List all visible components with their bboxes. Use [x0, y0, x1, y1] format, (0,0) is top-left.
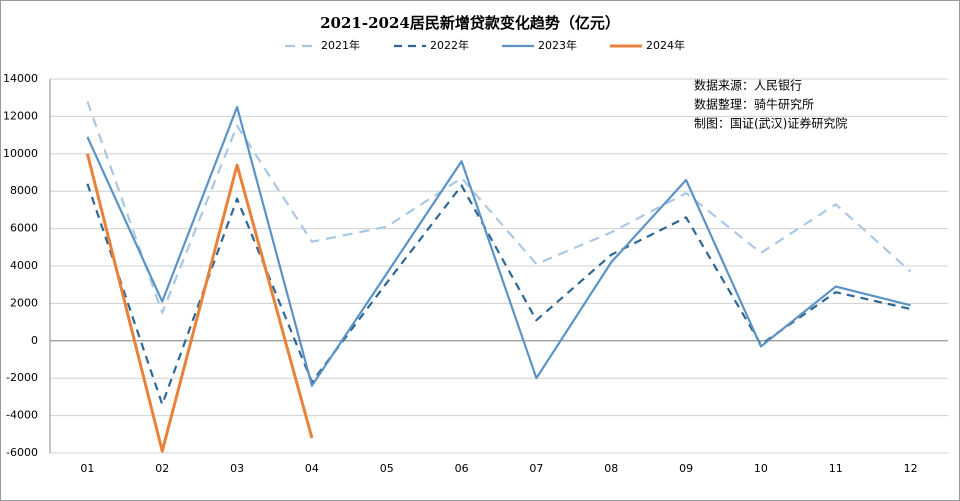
y-tick-label: 10000 — [3, 147, 38, 160]
x-tick-label: 07 — [529, 462, 543, 475]
annotation: 数据来源：人民银行 — [694, 78, 802, 93]
legend-label: 2022年 — [430, 38, 469, 52]
series-line — [86, 105, 911, 387]
y-tick-label: 4000 — [10, 259, 38, 272]
y-tick-label: -4000 — [6, 409, 38, 422]
y-tick-label: 14000 — [3, 72, 38, 85]
x-tick-label: 04 — [305, 462, 319, 475]
x-tick-label: 05 — [380, 462, 394, 475]
x-tick-label: 01 — [80, 462, 94, 475]
x-tick-label: 09 — [679, 462, 693, 475]
x-tick-label: 11 — [829, 462, 843, 475]
series-line — [86, 101, 912, 314]
y-tick-label: -6000 — [6, 446, 38, 459]
x-tick-label: 12 — [904, 462, 918, 475]
annotation: 制图：国证(武汉)证券研究院 — [694, 116, 847, 131]
y-tick-label: 0 — [31, 334, 38, 347]
chart-title: 2021-2024居民新增贷款变化趋势（亿元） — [320, 14, 620, 32]
legend-label: 2021年 — [321, 38, 360, 52]
y-tick-label: 8000 — [10, 184, 38, 197]
x-tick-label: 10 — [754, 462, 768, 475]
series-line — [85, 153, 314, 453]
x-tick-label: 02 — [155, 462, 169, 475]
series-line — [86, 183, 911, 406]
x-tick-label: 08 — [604, 462, 618, 475]
y-tick-label: 2000 — [10, 296, 38, 309]
legend-label: 2023年 — [538, 38, 577, 52]
y-tick-label: 6000 — [10, 222, 38, 235]
x-tick-label: 06 — [455, 462, 469, 475]
annotation: 数据整理：骑牛研究所 — [694, 97, 814, 112]
y-tick-label: -2000 — [6, 371, 38, 384]
legend-label: 2024年 — [646, 38, 685, 52]
y-tick-label: 12000 — [3, 109, 38, 122]
x-tick-label: 03 — [230, 462, 244, 475]
